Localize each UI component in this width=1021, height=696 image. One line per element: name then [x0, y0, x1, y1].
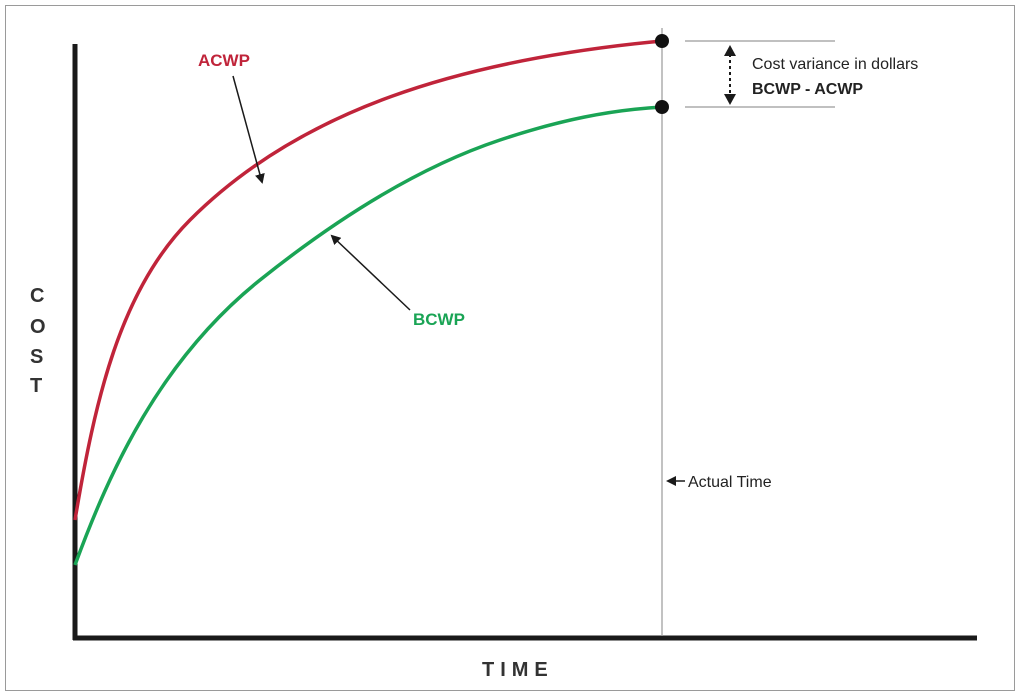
variance-arrow-down-icon — [724, 94, 736, 105]
acwp-endpoint-dot — [655, 34, 669, 48]
variance-arrow-up-icon — [724, 45, 736, 56]
bcwp-pointer-arrow — [332, 236, 410, 310]
acwp-label: ACWP — [198, 51, 250, 70]
y-axis-letter-s: S — [30, 346, 49, 368]
bcwp-curve — [75, 107, 662, 565]
y-axis-letter-o: O — [30, 316, 52, 338]
x-axis-title: TIME — [482, 659, 554, 681]
y-axis-letter-t: T — [30, 375, 48, 397]
variance-note-line1: Cost variance in dollars — [752, 56, 918, 73]
bcwp-label: BCWP — [413, 310, 465, 329]
variance-note-line2: BCWP - ACWP — [752, 81, 863, 98]
acwp-pointer-arrow — [233, 76, 262, 182]
actual-time-label: Actual Time — [688, 474, 772, 491]
bcwp-endpoint-dot — [655, 100, 669, 114]
acwp-curve — [75, 41, 662, 520]
y-axis-letter-c: C — [30, 285, 50, 307]
